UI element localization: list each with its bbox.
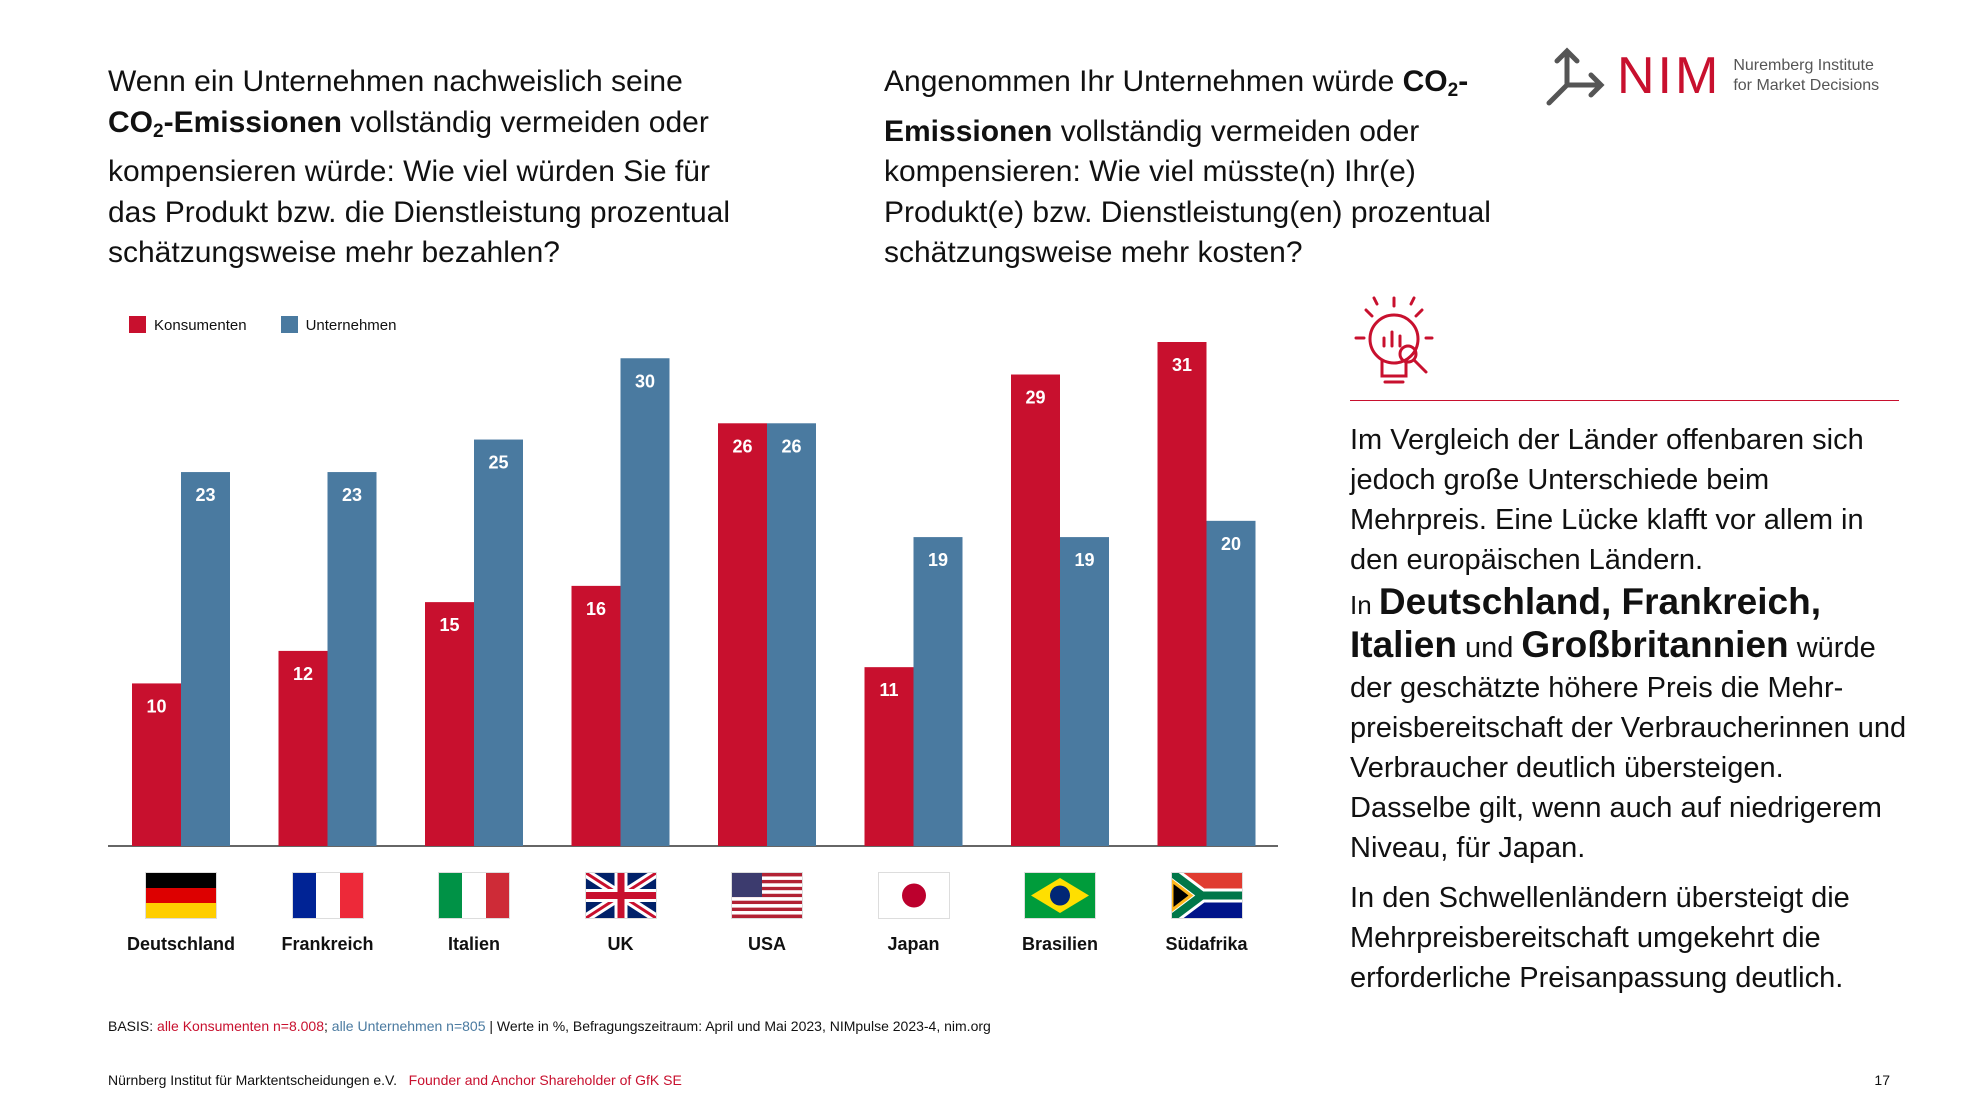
category-label: Japan bbox=[887, 934, 940, 954]
data-label: 15 bbox=[439, 615, 459, 635]
data-label: 23 bbox=[195, 485, 215, 505]
nim-logo: NIM Nuremberg Institute for Market Decisi… bbox=[1545, 45, 1879, 107]
category-label: Deutschland bbox=[126, 934, 236, 954]
data-label: 10 bbox=[146, 696, 166, 716]
japan-flag bbox=[877, 872, 950, 919]
data-label: 16 bbox=[586, 599, 606, 619]
bar-unternehmen-uk bbox=[620, 358, 670, 846]
bar-konsumenten-italien bbox=[425, 602, 474, 846]
page-number: 17 bbox=[1874, 1072, 1890, 1088]
data-label: 26 bbox=[732, 436, 752, 456]
bar-unternehmen-südafrika bbox=[1206, 520, 1256, 846]
logo-line1: Nuremberg Institute bbox=[1733, 57, 1874, 74]
data-label: 29 bbox=[1025, 388, 1045, 408]
data-label: 23 bbox=[342, 485, 362, 505]
category-label: UK bbox=[607, 934, 634, 954]
brazil-flag bbox=[1024, 872, 1096, 919]
lightbulb-analytics-icon bbox=[1354, 296, 1434, 384]
data-label: 19 bbox=[928, 550, 948, 570]
legend-item-konsumenten: Konsumenten bbox=[129, 316, 247, 334]
commentary-p2: In Deutschland, Frankreich, Italien und … bbox=[1350, 581, 1907, 865]
uk-flag bbox=[583, 869, 658, 922]
data-label: 31 bbox=[1172, 355, 1192, 375]
bar-konsumenten-uk bbox=[571, 585, 621, 846]
data-label: 12 bbox=[293, 664, 313, 684]
bar-konsumenten-deutschland bbox=[132, 683, 181, 846]
legend: Konsumenten Unternehmen bbox=[129, 316, 396, 334]
bar-unternehmen-japan bbox=[913, 537, 963, 846]
france-flag bbox=[291, 872, 364, 919]
data-label: 25 bbox=[488, 453, 508, 473]
bar-unternehmen-brasilien bbox=[1060, 537, 1109, 846]
data-label: 11 bbox=[879, 680, 898, 700]
category-label: Frankreich bbox=[281, 934, 374, 954]
commentary-p3: In den Schwellenländern übersteigt die M… bbox=[1350, 882, 1850, 994]
logo-line2: for Market Decisions bbox=[1733, 77, 1880, 94]
arrows-logo-icon bbox=[1546, 47, 1605, 106]
question-companies: Angenommen Ihr Unternehmen würde CO2-Emi… bbox=[884, 65, 1491, 269]
commentary: Im Vergleich der Länder offenbaren sich … bbox=[1350, 420, 1910, 1008]
commentary-p1: Im Vergleich der Länder offenbaren sich … bbox=[1350, 424, 1864, 576]
category-label: Italien bbox=[447, 934, 500, 954]
bar-unternehmen-deutschland bbox=[181, 472, 230, 846]
south-africa-flag bbox=[1167, 867, 1243, 924]
basis-note: BASIS: alle Konsumenten n=8.008; alle Un… bbox=[108, 1018, 991, 1034]
bar-konsumenten-brasilien bbox=[1011, 374, 1060, 846]
bar-chart: 10 23 12 23 15 25 16 30 26 26 11 19 29 19 31 20 bbox=[108, 342, 1278, 847]
legend-item-unternehmen: Unternehmen bbox=[280, 316, 396, 334]
data-label: 26 bbox=[781, 436, 801, 456]
data-label: 19 bbox=[1074, 550, 1094, 570]
data-label: 20 bbox=[1221, 534, 1241, 554]
question-consumers: Wenn ein Unternehmen nachweislich seine … bbox=[108, 65, 731, 269]
bar-konsumenten-japan bbox=[864, 667, 914, 846]
divider bbox=[1350, 400, 1899, 401]
category-label: Brasilien bbox=[1021, 934, 1099, 954]
germany-flag bbox=[145, 872, 217, 919]
italy-flag bbox=[438, 872, 510, 919]
usa-flag bbox=[731, 872, 803, 919]
footer: Nürnberg Institut für Marktentscheidunge… bbox=[108, 1072, 682, 1088]
logo-mark: NIM bbox=[1617, 47, 1722, 105]
bar-unternehmen-frankreich bbox=[327, 472, 377, 846]
bar-unternehmen-usa bbox=[767, 423, 816, 846]
bar-konsumenten-usa bbox=[718, 423, 767, 846]
data-label: 30 bbox=[635, 371, 655, 391]
category-label: Südafrika bbox=[1165, 934, 1248, 954]
bar-unternehmen-italien bbox=[474, 439, 523, 846]
category-label: USA bbox=[747, 934, 786, 954]
bar-konsumenten-südafrika bbox=[1157, 342, 1207, 846]
bar-konsumenten-frankreich bbox=[278, 650, 328, 846]
